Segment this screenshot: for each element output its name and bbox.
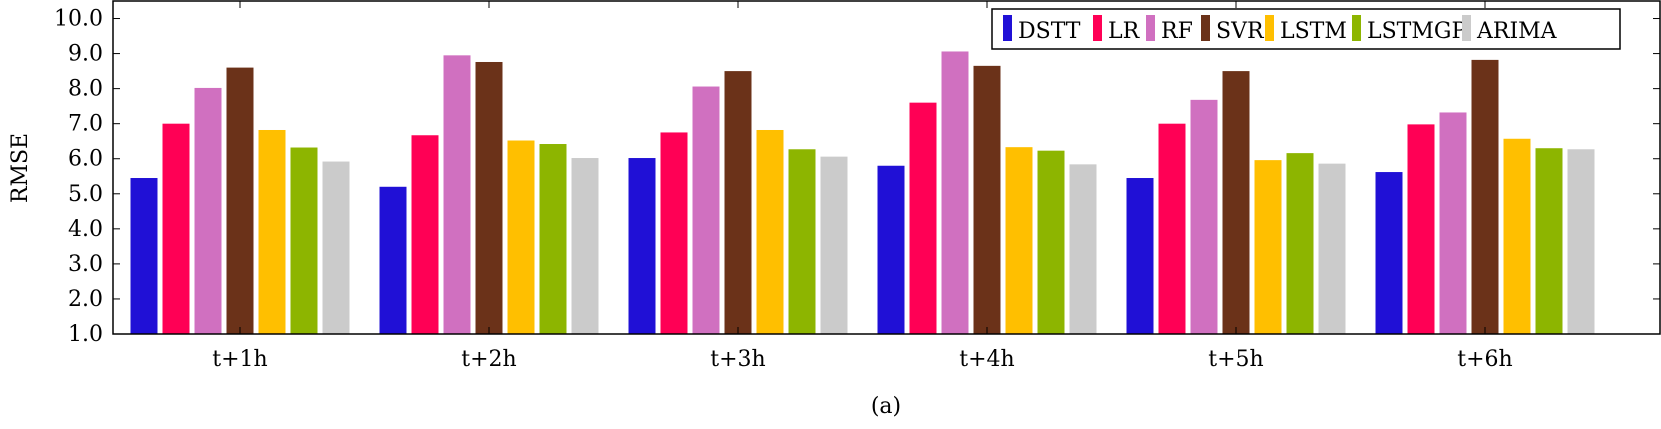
bar-rf [941,51,969,334]
legend-swatch-svr [1201,15,1210,41]
bar-lstmgp [539,144,567,334]
bar-lstm [507,140,535,334]
legend-swatch-rf [1146,15,1155,41]
bar-group [628,71,848,335]
bar-lstmgp [1037,150,1065,334]
bar-svr [1222,71,1250,335]
bar-lstm [1005,147,1033,334]
y-axis-title: RMSE [8,133,33,203]
x-tick-label: t+3h [710,347,765,372]
legend-label: LSTMGP [1367,19,1466,44]
x-axis-ticks: t+1h t+2h t+3h t+4h t+5h t+6h [212,1,1513,372]
legend-label: RF [1161,19,1193,44]
bar-dstt [877,165,905,334]
bar-rf [692,86,720,335]
bar-lr [162,123,190,335]
bar-dstt [1126,178,1154,334]
bar-svr [1471,59,1499,334]
bar-group [1375,59,1595,335]
bar-svr [724,71,752,335]
bar-lstmgp [788,149,816,334]
bar-arima [322,161,350,334]
bar-lr [411,135,439,334]
bar-group [877,51,1097,335]
bar-group [130,67,350,335]
bar-rf [194,87,222,334]
legend-swatch-lstm [1265,15,1274,41]
y-tick-label: 1.0 [68,322,103,347]
legend-label: LR [1108,19,1141,44]
bar-lstm [258,129,286,334]
bar-lstmgp [1286,153,1314,334]
bar-lstmgp [1535,148,1563,334]
bars-layer [130,51,1595,335]
bar-arima [1069,164,1097,334]
x-tick-label: t+1h [212,347,267,372]
legend-swatch-lstmgp [1352,15,1361,41]
bar-dstt [1375,172,1403,334]
x-tick-label: t+4h [959,347,1014,372]
legend-item-lr: LR [1093,15,1141,44]
bar-dstt [628,158,656,334]
legend-swatch-lr [1093,15,1102,41]
bar-arima [1567,149,1595,334]
bar-lr [1407,124,1435,335]
bar-lstm [1503,138,1531,334]
legend-item-arima: ARIMA [1462,15,1558,44]
bar-arima [571,158,599,334]
bar-dstt [379,186,407,334]
bar-svr [226,67,254,334]
legend-swatch-dstt [1003,15,1012,41]
legend-label: SVR [1216,19,1265,44]
legend-item-rf: RF [1146,15,1193,44]
legend-label: LSTM [1280,19,1347,44]
bar-arima [820,156,848,334]
x-tick-label: t+2h [461,347,516,372]
y-tick-label: 8.0 [68,77,103,102]
legend-swatch-arima [1462,15,1471,41]
legend-label: ARIMA [1476,19,1558,44]
bar-lstm [756,129,784,334]
y-tick-label: 7.0 [68,112,103,137]
legend-item-dstt: DSTT [1003,15,1081,44]
y-tick-label: 2.0 [68,287,103,312]
bar-rf [443,55,471,335]
legend-item-svr: SVR [1201,15,1265,44]
y-axis-ticks: 1.0 2.0 3.0 4.0 5.0 6.0 7.0 8.0 9.0 10.0 [54,7,1660,347]
bar-dstt [130,178,158,334]
y-tick-label: 3.0 [68,252,103,277]
y-tick-label: 4.0 [68,217,103,242]
legend: DSTT LR RF SVR LSTM LSTMGP ARIMA [991,8,1621,50]
legend-items: DSTT LR RF SVR LSTM LSTMGP ARIMA [1003,15,1558,44]
bar-svr [475,61,503,334]
x-tick-label: t+5h [1208,347,1263,372]
plot-frame [112,0,1661,335]
y-tick-label: 10.0 [54,7,103,32]
y-tick-label: 9.0 [68,42,103,67]
bar-lstm [1254,160,1282,334]
bar-group [379,55,599,335]
y-tick-label: 6.0 [68,147,103,172]
bar-lr [660,132,688,334]
bar-lr [1158,123,1186,335]
bar-lstmgp [290,147,318,334]
bar-lr [909,102,937,334]
bar-group [1126,71,1346,335]
bar-svr [973,65,1001,335]
x-tick-label: t+6h [1457,347,1512,372]
bar-arima [1318,163,1346,334]
bar-rf [1439,112,1467,334]
legend-item-lstmgp: LSTMGP [1352,15,1466,44]
figure-caption: (a) [871,394,901,419]
legend-item-lstm: LSTM [1265,15,1347,44]
legend-label: DSTT [1018,19,1081,44]
y-tick-label: 5.0 [68,182,103,207]
bar-rf [1190,99,1218,334]
